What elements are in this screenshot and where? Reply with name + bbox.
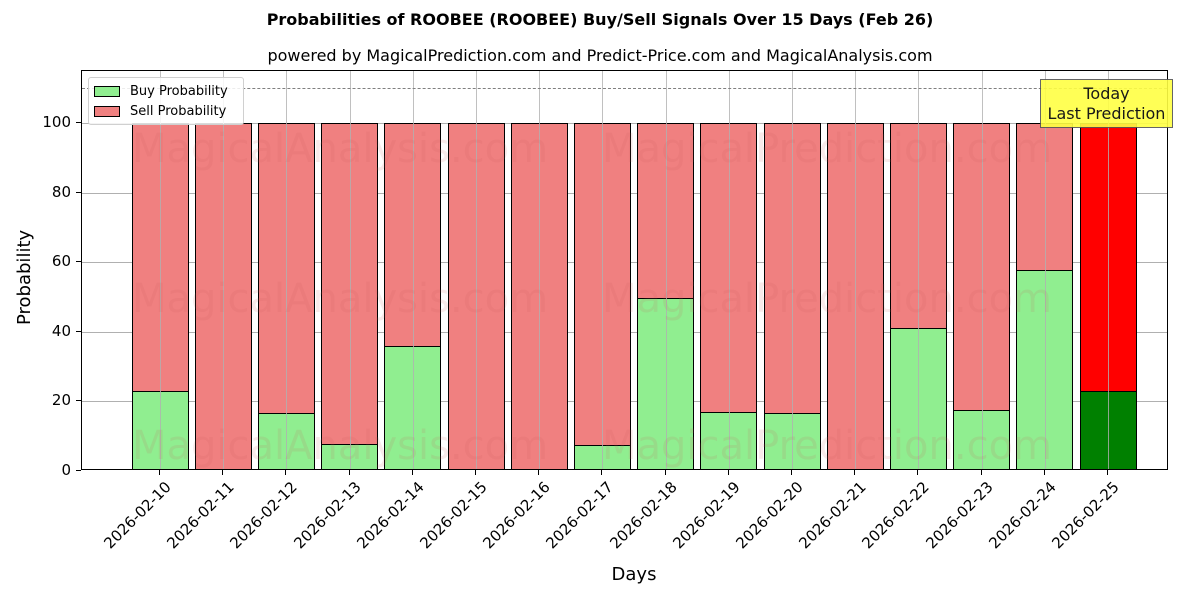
legend-sell-label: Sell Probability	[130, 103, 227, 119]
annotation-line-2: Last Prediction	[1047, 104, 1166, 123]
y-tick-mark	[76, 261, 81, 263]
buy-swatch-icon	[94, 85, 120, 97]
gridline-vertical	[286, 71, 288, 469]
gridline-vertical	[1108, 71, 1109, 469]
x-tick-mark	[538, 470, 540, 475]
y-tick-mark	[76, 330, 81, 332]
gridline-vertical	[539, 71, 541, 469]
annotation-line-1: Today	[1083, 84, 1130, 103]
y-tick-mark	[76, 400, 81, 402]
gridline-vertical	[476, 71, 477, 469]
y-tick-label: 20	[51, 391, 71, 410]
x-tick-mark	[980, 470, 982, 475]
gridline-vertical	[602, 71, 604, 469]
x-tick-mark	[917, 470, 919, 475]
x-tick-mark	[1107, 470, 1108, 475]
sell-swatch-icon	[94, 105, 120, 117]
x-tick-mark	[475, 470, 476, 475]
chart-title: Probabilities of ROOBEE (ROOBEE) Buy/Sel…	[266, 10, 934, 29]
x-tick-mark	[285, 470, 287, 475]
gridline-vertical	[855, 71, 857, 469]
x-tick-mark	[601, 470, 603, 475]
today-annotation: Today Last Prediction	[1040, 79, 1173, 128]
x-tick-mark	[222, 470, 224, 475]
gridline-vertical	[918, 71, 920, 469]
gridline-vertical	[728, 71, 730, 469]
legend: Buy Probability Sell Probability	[88, 77, 244, 125]
y-tick-mark	[76, 122, 81, 124]
y-tick-mark	[76, 470, 81, 471]
y-axis-label: Probability	[14, 229, 35, 325]
y-tick-label: 40	[51, 321, 71, 340]
x-tick-mark	[1043, 470, 1045, 475]
x-tick-mark	[411, 470, 413, 475]
x-tick-mark	[159, 470, 160, 475]
legend-item-sell: Sell Probability	[94, 103, 226, 119]
gridline-vertical	[160, 71, 161, 469]
plot-area: MagicalAnalysis.comMagicalPrediction.com…	[81, 70, 1168, 470]
chart-subtitle: powered by MagicalPrediction.com and Pre…	[267, 46, 933, 65]
y-tick-label: 60	[51, 252, 71, 271]
legend-item-buy: Buy Probability	[94, 83, 228, 99]
x-tick-mark	[854, 470, 856, 475]
x-tick-mark	[727, 470, 729, 475]
y-tick-label: 0	[61, 461, 71, 479]
legend-buy-label: Buy Probability	[130, 83, 228, 99]
gridline-vertical	[1044, 71, 1046, 469]
x-tick-mark	[664, 470, 666, 475]
gridline-vertical	[349, 71, 351, 469]
x-tick-mark	[348, 470, 350, 475]
x-axis-label: Days	[611, 564, 657, 585]
y-tick-label: 100	[42, 113, 71, 132]
gridline-vertical	[792, 71, 793, 469]
gridline-vertical	[412, 71, 414, 469]
gridline-vertical	[223, 71, 225, 469]
reference-line	[82, 88, 1167, 90]
x-tick-mark	[791, 470, 792, 475]
gridline-vertical	[981, 71, 983, 469]
gridline-vertical	[665, 71, 667, 469]
y-tick-mark	[76, 191, 81, 193]
y-tick-label: 80	[51, 182, 71, 201]
